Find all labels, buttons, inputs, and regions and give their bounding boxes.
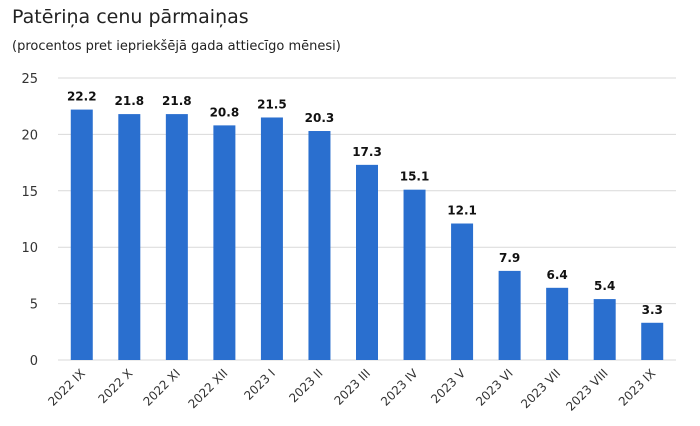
y-tick-label: 25	[21, 72, 38, 87]
data-label: 6.4	[547, 268, 568, 282]
x-tick-label: 2023 V	[428, 366, 469, 407]
data-label: 21.8	[162, 94, 192, 108]
bar	[70, 109, 93, 360]
x-tick-label: 2023 III	[331, 366, 373, 408]
bar	[451, 223, 474, 360]
x-tick-label: 2023 II	[286, 366, 325, 405]
x-tick-label: 2023 VIII	[563, 366, 611, 414]
data-label: 21.5	[257, 97, 287, 111]
data-label: 22.2	[67, 90, 97, 104]
data-label: 15.1	[400, 170, 430, 184]
bar	[403, 189, 426, 360]
bar	[641, 322, 664, 360]
x-tick-label: 2023 IV	[378, 366, 421, 409]
x-tick-label: 2023 IX	[616, 366, 659, 409]
bar	[260, 117, 283, 360]
y-tick-label: 15	[21, 185, 38, 200]
y-tick-label: 5	[30, 298, 38, 313]
data-label: 3.3	[642, 303, 663, 317]
chart-subtitle: (procentos pret iepriekšējā gada attiecī…	[12, 39, 341, 54]
data-label: 20.8	[210, 105, 240, 119]
y-tick-label: 20	[21, 128, 38, 143]
data-label: 21.8	[115, 94, 145, 108]
data-label: 20.3	[305, 111, 335, 125]
y-tick-label: 0	[30, 354, 38, 369]
data-label: 5.4	[594, 279, 615, 293]
bar	[498, 270, 521, 360]
bar	[118, 114, 141, 360]
x-tick-label: 2022 X	[95, 366, 135, 406]
bar	[165, 114, 188, 360]
bar	[593, 299, 616, 360]
bar	[356, 164, 378, 360]
data-label: 7.9	[499, 251, 520, 265]
bar	[213, 125, 236, 360]
bar	[308, 131, 331, 360]
data-label: 12.1	[447, 204, 477, 218]
x-tick-label: 2022 XI	[140, 366, 183, 409]
x-tick-label: 2022 IX	[45, 366, 88, 409]
bar	[546, 287, 569, 360]
x-tick-label: 2022 XII	[185, 366, 230, 411]
x-tick-label: 2023 VII	[518, 366, 563, 411]
x-tick-label: 2023 VI	[473, 366, 516, 409]
x-tick-label: 2023 I	[241, 366, 278, 403]
chart-title: Patēriņa cenu pārmaiņas	[12, 6, 249, 28]
data-label: 17.3	[352, 145, 382, 159]
y-tick-label: 10	[21, 241, 38, 256]
